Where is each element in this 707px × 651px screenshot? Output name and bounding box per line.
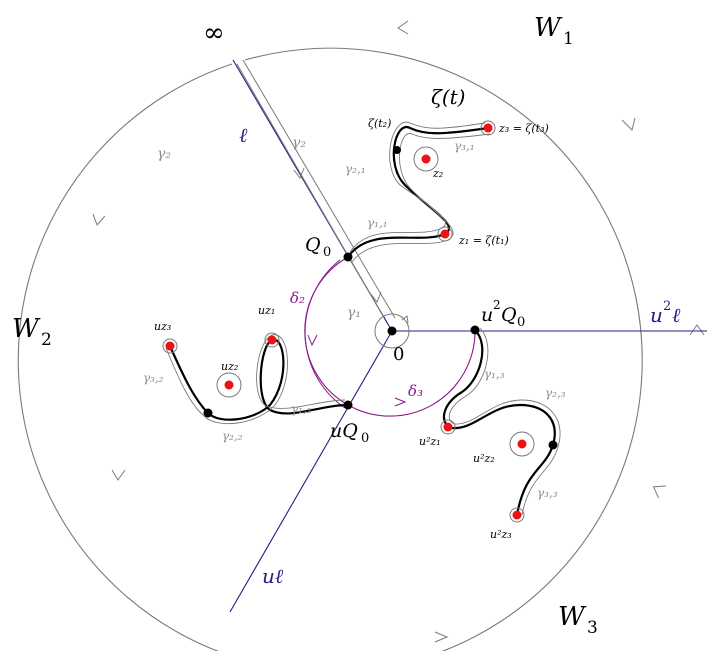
label-u2Q0-sub: 0 [517, 315, 525, 330]
point-u2z2 [517, 439, 527, 449]
label-u2z3: u²z₃ [490, 528, 512, 541]
point-branch-u [203, 408, 213, 418]
point-u2Q0 [470, 325, 480, 335]
label-uz2: uz₂ [221, 360, 238, 373]
point-u2z3 [512, 510, 522, 520]
label-uQ0: uQ [330, 420, 358, 442]
small-loops [162, 120, 535, 523]
label-gamma11: γ₁,₁ [367, 216, 388, 230]
label-gamma2-outer: γ₂ [157, 146, 171, 162]
label-z1: z₁ = ζ(t₁) [458, 234, 509, 247]
label-gamma31: γ₃,₁ [454, 139, 475, 153]
point-u2z1 [443, 422, 453, 432]
label-u2-ell-l: ℓ [672, 303, 681, 327]
label-z2: z₂ [432, 167, 443, 180]
label-z3: z₃ = ζ(t₃) [498, 122, 549, 135]
label-gamma33: γ₃,₃ [537, 486, 558, 500]
label-Q0: Q [305, 234, 321, 256]
label-uz1: uz₁ [258, 304, 275, 317]
label-zeta-t2: ζ(t₂) [368, 117, 391, 130]
label-origin: 0 [393, 344, 404, 365]
label-u2z1: u²z₁ [419, 435, 441, 448]
label-gamma13: γ₁,₃ [484, 367, 505, 381]
label-W1-sub: 1 [563, 29, 574, 49]
label-gamma21: γ₂,₁ [345, 162, 366, 176]
label-gamma2-inner: γ₂ [292, 135, 306, 151]
gamma1-loop [374, 313, 410, 349]
label-gamma22: γ₂,₂ [222, 429, 243, 443]
delta-arcs [304, 256, 476, 417]
label-delta3: δ₃ [408, 382, 423, 400]
ray-u-ell [229, 330, 393, 613]
label-u2z2: u²z₂ [473, 452, 495, 465]
point-Q0 [343, 252, 353, 262]
label-gamma12: γ₁,₂ [291, 402, 312, 416]
point-z3 [483, 123, 493, 133]
point-uQ0 [343, 400, 353, 410]
label-u2-ell-exp: 2 [663, 299, 671, 314]
point-uz2 [224, 380, 234, 390]
black-points [203, 146, 558, 450]
point-origin [387, 326, 397, 336]
point-uz1 [267, 335, 277, 345]
label-u2Q0-Q: Q [501, 304, 517, 326]
label-W2: W [12, 314, 41, 344]
gamma2-double-path [236, 59, 396, 319]
curve-u2-branch [442, 327, 561, 516]
point-uz3 [165, 341, 175, 351]
label-gamma1: γ₁ [347, 305, 361, 321]
label-infinity: ∞ [203, 18, 225, 48]
label-u2Q0-u: u [481, 304, 493, 326]
point-z2 [421, 154, 431, 164]
red-points [165, 123, 527, 520]
label-ell: ℓ [239, 123, 248, 147]
label-u-ell: uℓ [262, 564, 284, 588]
curve-u-branch [165, 334, 349, 425]
label-uz3: uz₃ [154, 320, 171, 333]
label-zeta-t: ζ(t) [431, 85, 465, 109]
label-W2-sub: 2 [41, 330, 52, 350]
label-gamma32: γ₃,₂ [143, 371, 164, 385]
outer-contour [17, 20, 705, 651]
label-u2-ell-u: u [650, 303, 663, 327]
label-u2Q0-exp: 2 [493, 298, 501, 312]
point-z1 [440, 229, 450, 239]
label-delta2: δ₂ [290, 289, 305, 307]
label-W3: W [558, 602, 587, 632]
label-W3-sub: 3 [587, 618, 598, 638]
label-gamma23: γ₂,₃ [545, 386, 566, 400]
point-branch-u2 [548, 440, 558, 450]
curve-zeta [347, 121, 491, 263]
label-Q0-sub: 0 [323, 245, 331, 260]
label-W1: W [534, 13, 563, 43]
point-zeta-t2 [393, 146, 401, 154]
label-uQ0-sub: 0 [361, 431, 369, 446]
